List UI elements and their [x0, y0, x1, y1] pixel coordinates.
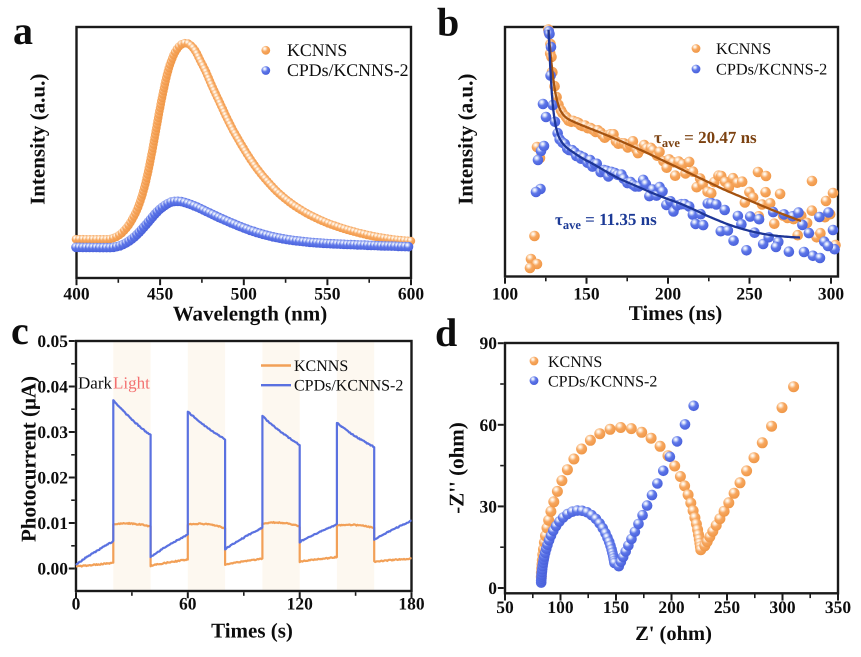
svg-text:250: 250 [714, 597, 741, 617]
svg-text:600: 600 [398, 284, 425, 304]
svg-text:0: 0 [488, 578, 497, 598]
svg-text:0.02: 0.02 [37, 468, 68, 488]
svg-text:CPDs/KCNNS-2: CPDs/KCNNS-2 [716, 60, 827, 79]
svg-text:500: 500 [231, 284, 258, 304]
svg-text:CPDs/KCNNS-2: CPDs/KCNNS-2 [287, 60, 409, 80]
svg-text:τave = 20.47 ns: τave = 20.47 ns [654, 128, 757, 150]
svg-text:60: 60 [179, 594, 197, 614]
svg-text:180: 180 [398, 594, 425, 614]
svg-text:Light: Light [113, 374, 150, 393]
svg-text:d: d [435, 310, 457, 355]
svg-text:0.03: 0.03 [37, 422, 68, 442]
svg-text:120: 120 [287, 594, 314, 614]
svg-text:50: 50 [496, 597, 514, 617]
svg-text:Dark: Dark [78, 374, 112, 393]
svg-text:Photocurrent (μA): Photocurrent (μA) [17, 376, 41, 542]
svg-text:-Z'' (ohm): -Z'' (ohm) [445, 422, 469, 514]
svg-text:CPDs/KCNNS-2: CPDs/KCNNS-2 [548, 373, 657, 390]
svg-text:200: 200 [658, 597, 685, 617]
svg-text:KCNNS: KCNNS [294, 358, 348, 375]
svg-text:200: 200 [655, 284, 682, 304]
svg-text:400: 400 [63, 284, 90, 304]
svg-text:KCNNS: KCNNS [287, 40, 347, 60]
svg-text:CPDs/KCNNS-2: CPDs/KCNNS-2 [294, 378, 403, 395]
svg-text:300: 300 [769, 597, 796, 617]
svg-text:350: 350 [825, 597, 852, 617]
svg-text:Wavelength (nm): Wavelength (nm) [173, 302, 328, 326]
svg-text:Intensity (a.u.): Intensity (a.u.) [26, 74, 50, 205]
svg-text:300: 300 [818, 284, 845, 304]
svg-text:0.01: 0.01 [37, 513, 68, 533]
svg-text:450: 450 [147, 284, 174, 304]
svg-text:60: 60 [480, 415, 498, 435]
svg-text:c: c [11, 308, 29, 353]
svg-text:a: a [13, 8, 33, 53]
svg-text:100: 100 [492, 284, 519, 304]
svg-text:0: 0 [72, 594, 81, 614]
svg-text:0.00: 0.00 [37, 559, 68, 579]
svg-text:0.05: 0.05 [37, 331, 68, 351]
svg-text:0.04: 0.04 [37, 377, 68, 397]
svg-text:250: 250 [736, 284, 763, 304]
svg-text:Times (ns): Times (ns) [629, 301, 723, 325]
svg-text:90: 90 [480, 333, 498, 353]
svg-text:Intensity (a.u.): Intensity (a.u.) [454, 74, 478, 205]
svg-text:KCNNS: KCNNS [716, 39, 771, 58]
svg-text:KCNNS: KCNNS [548, 354, 602, 371]
svg-text:τave = 11.35 ns: τave = 11.35 ns [555, 210, 657, 232]
svg-text:Z' (ohm): Z' (ohm) [635, 623, 712, 645]
svg-text:100: 100 [547, 597, 574, 617]
svg-text:150: 150 [603, 597, 630, 617]
svg-text:b: b [437, 0, 459, 45]
svg-text:550: 550 [314, 284, 341, 304]
svg-text:Times (s): Times (s) [211, 619, 293, 643]
svg-text:30: 30 [480, 496, 498, 516]
svg-text:150: 150 [573, 284, 600, 304]
